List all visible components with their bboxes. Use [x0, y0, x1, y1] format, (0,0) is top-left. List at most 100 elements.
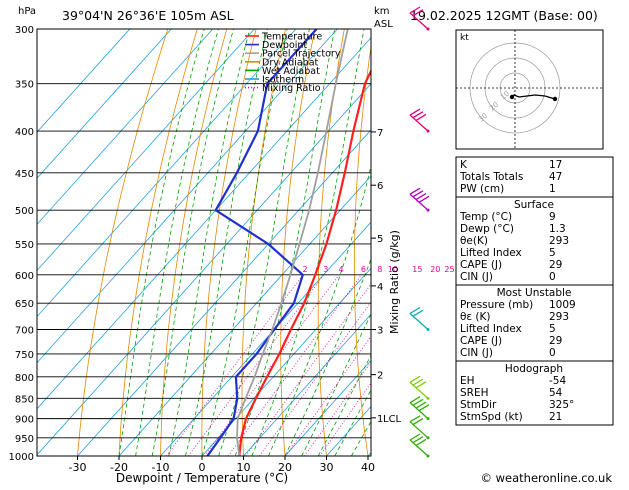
wind-barb-staff [410, 115, 428, 131]
wind-barb-dot [427, 130, 430, 133]
km-tick-label: 4 [377, 282, 383, 293]
wind-barb-staff [410, 382, 428, 398]
surface-table-label: Dewp (°C) [460, 223, 514, 235]
wind-barb-dot [427, 417, 430, 420]
mixing-ratio-label: 4 [339, 265, 344, 274]
indices-table-label: Totals Totals [459, 171, 523, 183]
wind-barb-dot [427, 455, 430, 458]
location-title: 39°04'N 26°36'E 105m ASL [62, 8, 234, 23]
wind-barb [410, 308, 430, 332]
km-tick-label: 2 [377, 371, 383, 382]
hpa-label: hPa [18, 6, 36, 17]
unstable-table-label: CAPE (J) [460, 335, 502, 347]
pressure-tick-label: 850 [15, 394, 34, 405]
pressure-tick-label: 700 [15, 326, 34, 337]
indices-table-label: PW (cm) [460, 183, 504, 195]
indices-table-value: 47 [549, 171, 562, 183]
wind-barb-staff [410, 314, 428, 330]
pressure-tick-label: 450 [15, 169, 34, 180]
surface-table-title: Surface [514, 199, 554, 211]
unstable-table-value: 293 [549, 311, 569, 323]
isotherm-line [0, 29, 379, 456]
surface-table-label: CAPE (J) [460, 259, 502, 271]
indices-table-value: 17 [549, 159, 562, 171]
wind-barb [410, 188, 430, 212]
wind-barb [410, 109, 430, 133]
km-tick-label: 5 [377, 234, 383, 245]
unstable-table-label: θε (K) [460, 311, 491, 323]
wind-barb-dot [427, 28, 430, 31]
unstable-table-value: 0 [549, 347, 556, 359]
mixing-ratio-label: 6 [361, 265, 366, 274]
x-tick-label: 30 [320, 461, 334, 474]
mixing-ratio-line [205, 275, 340, 456]
unstable-table-value: 1009 [549, 299, 576, 311]
legend-item-label: Mixing Ratio [262, 83, 321, 94]
datetime-title: 19.02.2025 12GMT (Base: 00) [410, 8, 598, 23]
hodograph-unit: kt [460, 33, 469, 43]
mixing-ratio-label: 8 [377, 265, 382, 274]
unstable-table-label: Lifted Index [460, 323, 522, 335]
surface-table-value: 5 [549, 247, 556, 259]
pressure-tick-label: 950 [15, 434, 34, 445]
dry-adiabat-line [78, 29, 168, 456]
mixing-ratio-axis-label: Mixing Ratio (g/kg) [388, 230, 401, 334]
pressure-tick-label: 350 [15, 80, 34, 91]
surface-table-label: Lifted Index [460, 247, 522, 259]
km-label: km [374, 6, 390, 17]
hodograph-table-label: StmDir [460, 399, 497, 411]
wind-barb-staff [410, 440, 428, 456]
x-tick-label: -30 [69, 461, 87, 474]
hodograph-table-label: EH [460, 375, 475, 387]
pressure-tick-label: 900 [15, 415, 34, 426]
km-tick-label: 3 [377, 326, 383, 337]
wind-barb-staff [410, 422, 428, 438]
unstable-table-value: 29 [549, 335, 562, 347]
pressure-tick-label: 300 [15, 25, 34, 36]
wind-barbs [410, 7, 430, 458]
hodograph-table-label: SREH [460, 387, 489, 399]
hodograph-table-value: 21 [549, 411, 562, 423]
surface-table-value: 0 [549, 271, 556, 283]
wind-barb [410, 416, 430, 440]
pressure-tick-label: 500 [15, 206, 34, 217]
hodograph-frame [456, 30, 603, 149]
pressure-axis: 3003504004505005506006507007508008509009… [9, 25, 34, 463]
surface-table-label: θe(K) [460, 235, 488, 247]
pressure-tick-label: 650 [15, 299, 34, 310]
x-axis-label: Dewpoint / Temperature (°C) [116, 471, 288, 485]
wet-adiabat-line [152, 29, 233, 456]
wet-adiabat-line [185, 29, 267, 456]
surface-table-value: 293 [549, 235, 569, 247]
unstable-table-value: 5 [549, 323, 556, 335]
indices-table-value: 1 [549, 183, 556, 195]
surface-table-label: Temp (°C) [459, 211, 512, 223]
surface-table-label: CIN (J) [460, 271, 493, 283]
wind-barb-dot [427, 397, 430, 400]
isotherm-line [0, 29, 254, 456]
hodograph-table-value: -54 [549, 375, 566, 387]
km-tick-label: 7 [377, 128, 383, 139]
unstable-table-title: Most Unstable [497, 287, 572, 299]
lcl-label: LCL [383, 414, 402, 425]
hodograph-point [510, 95, 514, 99]
pressure-tick-label: 1000 [9, 452, 34, 463]
surface-table-value: 9 [549, 211, 556, 223]
surface-table-value: 1.3 [549, 223, 566, 235]
unstable-table-label: CIN (J) [460, 347, 493, 359]
pressure-tick-label: 550 [15, 240, 34, 251]
indices-table-label: K [460, 159, 468, 171]
mixing-ratio-line [188, 275, 323, 456]
mixing-ratio-line [305, 275, 434, 456]
asl-label: ASL [374, 19, 393, 30]
hodograph-table-value: 325° [549, 399, 574, 411]
pressure-tick-label: 400 [15, 127, 34, 138]
mixing-ratio-line [320, 275, 448, 456]
pressure-tick-label: 800 [15, 373, 34, 384]
hodograph-table-value: 54 [549, 387, 563, 399]
wet-adiabat-line [119, 29, 204, 456]
dry-adiabat-line [424, 29, 452, 456]
